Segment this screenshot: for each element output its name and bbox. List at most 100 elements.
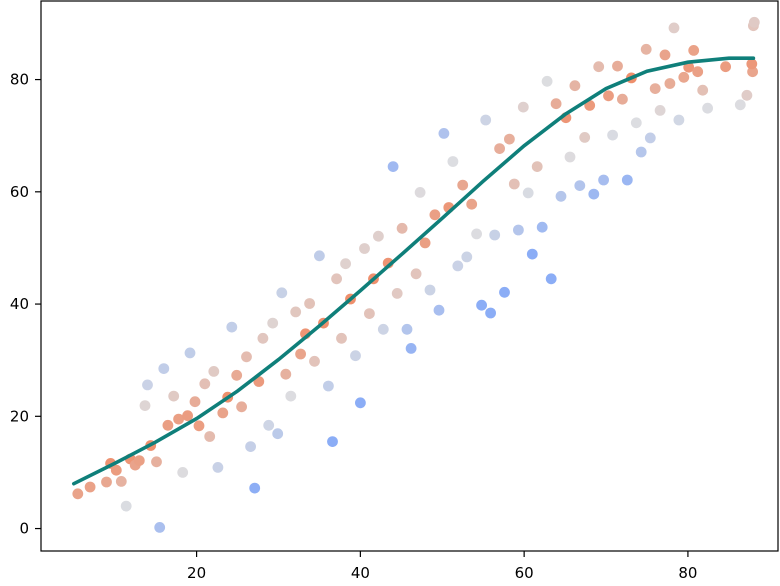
data-point xyxy=(323,380,334,392)
data-point xyxy=(522,187,534,199)
data-point xyxy=(336,332,347,344)
data-point xyxy=(649,83,661,94)
data-point xyxy=(748,16,760,28)
data-point xyxy=(461,251,473,263)
data-point xyxy=(377,323,389,335)
data-point xyxy=(424,284,436,296)
data-point xyxy=(151,456,162,468)
data-point xyxy=(304,298,315,309)
data-point xyxy=(419,237,431,249)
data-point xyxy=(545,273,557,285)
y-tick-label: 20 xyxy=(10,407,29,425)
data-point xyxy=(217,407,229,419)
data-point xyxy=(541,75,553,87)
data-point xyxy=(204,431,216,442)
data-point xyxy=(182,410,194,422)
data-point xyxy=(508,178,520,190)
data-point xyxy=(133,455,145,466)
data-point xyxy=(569,80,581,92)
data-point xyxy=(226,321,238,333)
data-point xyxy=(692,66,704,78)
data-point xyxy=(359,243,370,254)
data-point xyxy=(659,49,671,61)
data-point xyxy=(429,209,441,221)
data-point xyxy=(110,464,122,476)
data-point xyxy=(720,61,731,73)
data-point xyxy=(697,84,709,96)
data-point xyxy=(438,127,450,139)
y-tick-label: 60 xyxy=(10,183,29,201)
y-tick-label: 0 xyxy=(19,520,29,538)
data-point xyxy=(598,174,609,186)
data-point xyxy=(644,132,656,144)
data-point xyxy=(350,350,361,362)
data-point xyxy=(276,287,288,299)
data-point xyxy=(280,368,292,380)
data-point xyxy=(272,428,284,440)
data-point xyxy=(314,250,325,262)
data-point xyxy=(640,43,652,55)
data-point xyxy=(158,363,170,374)
data-point xyxy=(471,228,482,240)
data-point xyxy=(494,143,505,155)
data-point xyxy=(630,117,642,129)
data-point xyxy=(295,348,306,360)
data-point xyxy=(249,482,261,494)
data-point xyxy=(702,102,713,114)
data-point xyxy=(173,413,185,425)
data-point xyxy=(555,190,567,202)
data-point xyxy=(340,258,351,270)
data-point xyxy=(184,347,196,359)
data-point xyxy=(526,248,538,260)
x-tick-label: 40 xyxy=(351,564,370,582)
data-point xyxy=(168,390,180,402)
data-point xyxy=(678,71,690,83)
data-point xyxy=(405,343,417,354)
data-point xyxy=(480,114,492,126)
data-point xyxy=(199,378,211,390)
data-point xyxy=(373,230,384,242)
data-point xyxy=(391,288,403,299)
x-tick-label: 20 xyxy=(187,564,206,582)
data-point xyxy=(447,156,459,167)
data-point xyxy=(741,89,753,101)
axis-y: 0 20 40 60 80 xyxy=(10,71,41,538)
data-point xyxy=(746,58,758,70)
data-point xyxy=(327,436,338,447)
data-point xyxy=(208,366,220,377)
data-point xyxy=(267,317,279,329)
data-point xyxy=(245,441,256,452)
data-point xyxy=(115,476,127,487)
y-tick-label: 80 xyxy=(10,71,29,89)
data-point xyxy=(588,188,600,200)
data-point xyxy=(531,161,543,173)
data-point xyxy=(309,355,320,367)
data-point xyxy=(603,90,614,102)
data-point xyxy=(621,174,633,186)
data-point xyxy=(607,129,618,141)
data-point xyxy=(120,500,132,512)
data-point xyxy=(536,221,548,233)
data-point xyxy=(189,396,201,408)
data-point xyxy=(499,286,510,298)
data-point xyxy=(177,467,189,478)
data-point xyxy=(285,390,297,402)
data-point xyxy=(84,481,96,493)
data-point xyxy=(387,161,399,173)
data-point xyxy=(331,273,342,285)
data-point xyxy=(410,268,422,280)
data-point xyxy=(263,419,275,431)
data-point xyxy=(355,397,366,409)
data-point xyxy=(668,22,680,34)
data-point xyxy=(574,180,586,192)
data-point xyxy=(489,229,501,241)
data-point xyxy=(101,476,112,488)
data-point xyxy=(401,323,413,335)
data-point xyxy=(193,420,205,432)
data-point xyxy=(290,306,302,318)
data-point xyxy=(162,419,174,431)
data-point xyxy=(550,98,562,110)
data-point xyxy=(612,60,623,72)
data-point xyxy=(734,99,746,111)
